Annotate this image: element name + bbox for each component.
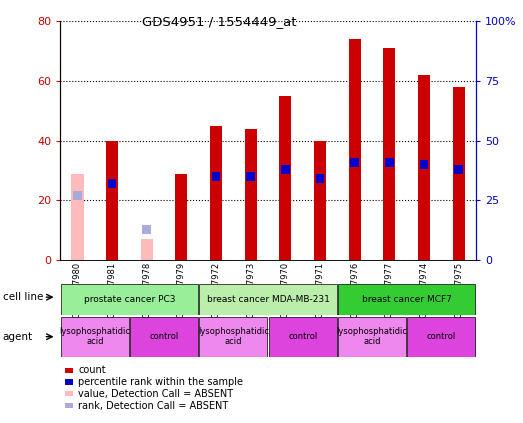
Bar (130, 317, 198, 357)
Text: breast cancer MDA-MB-231: breast cancer MDA-MB-231 (207, 295, 329, 304)
Text: control: control (427, 332, 456, 341)
Bar (212, 172, 220, 181)
Bar (349, 39, 361, 260)
Bar (452, 87, 464, 260)
Bar (407, 317, 475, 357)
Bar (73, 191, 82, 200)
Bar (383, 48, 395, 260)
Text: GDS4951 / 1554449_at: GDS4951 / 1554449_at (142, 15, 297, 28)
Bar (350, 158, 359, 167)
Text: lysophosphatidic
acid: lysophosphatidic acid (198, 327, 269, 346)
Text: cell line: cell line (3, 292, 43, 302)
Bar (199, 317, 267, 357)
Bar (316, 174, 324, 183)
Bar (281, 165, 290, 174)
Text: breast cancer MCF7: breast cancer MCF7 (362, 295, 451, 304)
Text: lysophosphatidic
acid: lysophosphatidic acid (336, 327, 407, 346)
Bar (418, 75, 430, 260)
Text: percentile rank within the sample: percentile rank within the sample (78, 377, 243, 387)
Bar (269, 317, 337, 357)
Text: control: control (150, 332, 179, 341)
Text: rank, Detection Call = ABSENT: rank, Detection Call = ABSENT (78, 401, 229, 411)
Bar (338, 317, 406, 357)
Bar (454, 165, 463, 174)
Text: agent: agent (3, 332, 33, 342)
Text: value, Detection Call = ABSENT: value, Detection Call = ABSENT (78, 389, 233, 399)
Text: lysophosphatidic
acid: lysophosphatidic acid (59, 327, 130, 346)
Bar (279, 96, 291, 260)
Bar (61, 317, 129, 357)
Bar (245, 129, 257, 260)
Text: control: control (288, 332, 317, 341)
Text: count: count (78, 365, 106, 375)
Bar (314, 141, 326, 260)
Bar (108, 179, 117, 188)
Bar (199, 284, 337, 315)
Bar (246, 172, 255, 181)
Text: prostate cancer PC3: prostate cancer PC3 (84, 295, 175, 304)
Bar (72, 173, 84, 260)
Bar (385, 158, 394, 167)
Bar (175, 173, 187, 260)
Bar (210, 126, 222, 260)
Bar (106, 141, 118, 260)
Bar (61, 284, 198, 315)
Bar (419, 160, 428, 169)
Bar (338, 284, 475, 315)
Bar (141, 239, 153, 260)
Bar (142, 225, 151, 233)
